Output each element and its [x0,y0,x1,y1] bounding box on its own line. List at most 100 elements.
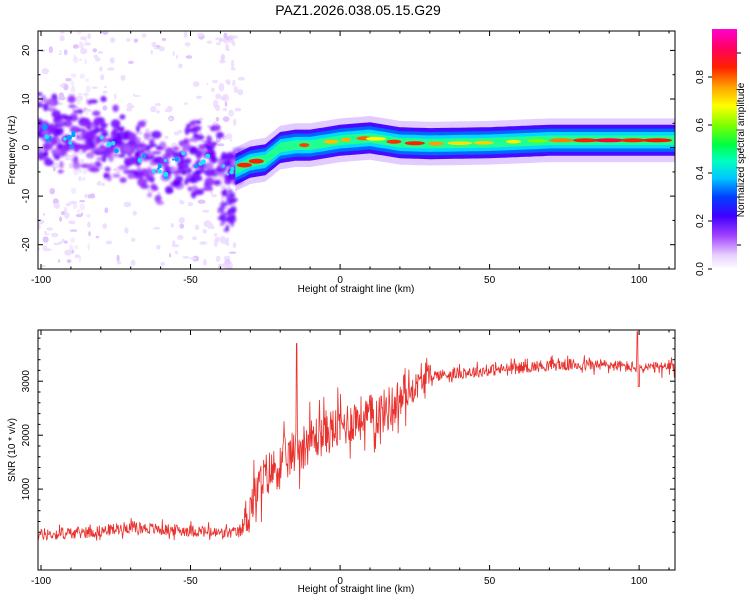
y-tick-label: 1000 [21,478,32,501]
noise-blob [169,117,173,121]
noise-blob [150,49,153,55]
noise-blob [69,244,74,252]
noise-blob [234,107,242,112]
noise-blob [225,79,231,83]
noise-blob [49,188,56,195]
noise-blob [78,41,84,49]
noise-blob [70,80,75,86]
noise-blob [228,109,234,117]
spread-blob [103,172,108,179]
noise-blob [132,210,137,216]
noise-blob [161,38,167,41]
noise-blob [175,54,178,59]
spread-blob [42,142,54,151]
noise-blob [81,139,86,146]
spread-blob [229,214,234,220]
noise-blob [100,167,103,170]
cyan-blob [137,158,142,163]
noise-blob [80,36,87,41]
noise-blob [107,67,115,71]
spread-blob [230,158,236,168]
spread-blob [136,143,147,148]
noise-blob [231,41,236,47]
spread-blob [119,114,126,120]
spread-blob [87,99,92,105]
spectral-hotspots [42,124,673,179]
noise-blob [169,253,172,258]
cyan-blob [70,145,74,149]
noise-blob [72,203,75,210]
spread-blob [162,153,173,159]
spread-blob [196,120,201,124]
spread-blob [224,178,232,185]
spread-blob [135,125,140,133]
spread-blob [84,140,95,144]
noise-blob [68,93,76,96]
spread-blob [96,157,103,161]
spread-blob [155,145,162,150]
noise-blob [199,241,208,245]
noise-blob [63,49,68,56]
noise-blob [43,233,50,236]
x-tick-label: -50 [183,576,198,587]
noise-blob [84,38,87,43]
noise-blob [73,168,79,176]
noise-blob [91,86,99,89]
spread-blob [226,159,232,166]
spread-blob [187,127,199,133]
noise-blob [215,37,221,41]
cyan-blob [111,141,116,146]
noise-blob [211,79,219,84]
hotspot [341,137,351,142]
noise-blob [64,206,67,213]
noise-blob [192,236,197,241]
x-tick-label: 100 [631,576,648,587]
noise-blob [226,81,231,86]
cyan-blob [222,164,226,167]
spread-blob [184,163,189,170]
spread-blob [100,95,107,103]
noise-blob [41,68,49,75]
noise-blob [156,244,161,250]
spread-blob [210,126,215,132]
spread-blob [194,169,202,176]
spread-blob [43,150,49,158]
y-tick-label: 0 [21,144,32,150]
x-tick-label: 0 [337,576,343,587]
noise-blob [197,32,204,37]
noise-blob [227,266,232,269]
noise-blob [88,231,91,237]
noise-blob [99,66,103,72]
noise-blob [74,245,79,250]
hotspot [404,141,425,146]
spread-blob [229,195,235,203]
noise-blob [154,103,161,107]
spread-blob [204,162,214,170]
spread-blob [188,146,198,155]
spread-blob [139,149,145,154]
cyan-blob [172,158,175,161]
spread-blob [222,215,227,220]
noise-blob [203,258,207,266]
spread-blob [221,151,227,161]
noise-blob [69,200,78,205]
noise-blob [222,93,230,102]
spectrogram-y-label: Frequency (Hz) [7,116,18,185]
noise-blob [58,102,63,106]
noise-blob [218,38,223,43]
y-tick-label: 20 [21,44,32,56]
colorbar-tick-label: 0.4 [695,166,706,180]
spread-blob [47,107,57,112]
cyan-blob [163,158,167,163]
noise-blob [232,118,237,126]
noise-blob [46,227,53,231]
cyan-blob [71,130,76,135]
ridge-layer-4 [235,133,675,175]
spread-blob [225,224,229,231]
noise-blob [80,158,85,165]
spread-blob [143,132,151,140]
noise-blob [104,85,107,89]
spread-blob [151,130,162,139]
noise-blob [228,34,235,44]
